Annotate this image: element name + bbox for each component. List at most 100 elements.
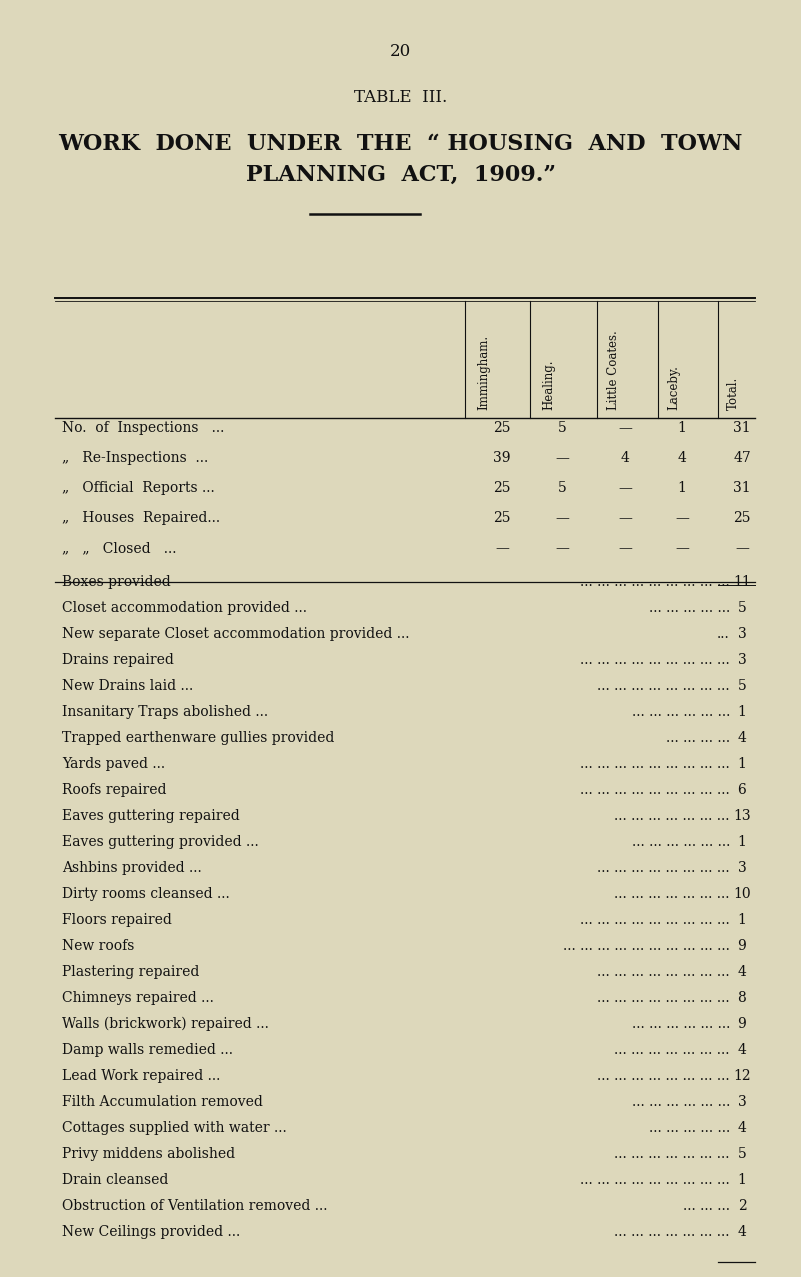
Text: ... ... ... ...: ... ... ... ... xyxy=(666,730,730,744)
Text: Eaves guttering provided ...: Eaves guttering provided ... xyxy=(62,835,259,849)
Text: 5: 5 xyxy=(738,1147,747,1161)
Text: No.  of  Inspections   ...: No. of Inspections ... xyxy=(62,421,224,435)
Text: ... ... ... ... ...: ... ... ... ... ... xyxy=(649,601,730,616)
Text: 4: 4 xyxy=(678,451,686,465)
Text: New roofs: New roofs xyxy=(62,939,135,953)
Text: 5: 5 xyxy=(738,679,747,693)
Text: 47: 47 xyxy=(733,451,751,465)
Text: 11: 11 xyxy=(733,575,751,589)
Text: 4: 4 xyxy=(738,1121,747,1135)
Text: 25: 25 xyxy=(493,421,511,435)
Text: New separate Closet accommodation provided ...: New separate Closet accommodation provid… xyxy=(62,627,409,641)
Text: 31: 31 xyxy=(733,481,751,495)
Text: ... ... ... ... ... ... ... ...: ... ... ... ... ... ... ... ... xyxy=(598,991,730,1005)
Text: 3: 3 xyxy=(738,627,747,641)
Text: Yards paved ...: Yards paved ... xyxy=(62,757,165,771)
Text: WORK  DONE  UNDER  THE  “ HOUSING  AND  TOWN: WORK DONE UNDER THE “ HOUSING AND TOWN xyxy=(58,133,743,155)
Text: 8: 8 xyxy=(738,991,747,1005)
Text: ... ... ... ... ... ... ... ... ...: ... ... ... ... ... ... ... ... ... xyxy=(580,913,730,927)
Text: ... ... ... ... ... ... ... ...: ... ... ... ... ... ... ... ... xyxy=(598,679,730,693)
Text: 4: 4 xyxy=(738,1225,747,1239)
Text: Drains repaired: Drains repaired xyxy=(62,653,174,667)
Text: 25: 25 xyxy=(733,511,751,525)
Text: —: — xyxy=(555,451,569,465)
Text: —: — xyxy=(555,541,569,555)
Text: 2: 2 xyxy=(738,1199,747,1213)
Text: Obstruction of Ventilation removed ...: Obstruction of Ventilation removed ... xyxy=(62,1199,328,1213)
Text: —: — xyxy=(735,541,749,555)
Text: ... ... ... ... ... ... ... ... ...: ... ... ... ... ... ... ... ... ... xyxy=(580,757,730,771)
Text: PLANNING  ACT,  1909.”: PLANNING ACT, 1909.” xyxy=(245,163,556,186)
Text: „   Re-Inspections  ...: „ Re-Inspections ... xyxy=(62,451,208,465)
Text: 1: 1 xyxy=(678,421,686,435)
Text: „   Official  Reports ...: „ Official Reports ... xyxy=(62,481,215,495)
Text: Privy middens abolished: Privy middens abolished xyxy=(62,1147,235,1161)
Text: „   „   Closed   ...: „ „ Closed ... xyxy=(62,541,176,555)
Text: ... ... ... ... ... ...: ... ... ... ... ... ... xyxy=(632,835,730,849)
Text: 1: 1 xyxy=(738,705,747,719)
Text: —: — xyxy=(618,481,632,495)
Text: Roofs repaired: Roofs repaired xyxy=(62,783,167,797)
Text: ... ... ... ... ... ... ... ... ...: ... ... ... ... ... ... ... ... ... xyxy=(580,783,730,797)
Text: —: — xyxy=(618,541,632,555)
Text: 3: 3 xyxy=(738,1094,747,1108)
Text: Eaves guttering repaired: Eaves guttering repaired xyxy=(62,810,239,822)
Text: —: — xyxy=(675,511,689,525)
Text: Closet accommodation provided ...: Closet accommodation provided ... xyxy=(62,601,307,616)
Text: 4: 4 xyxy=(738,1043,747,1057)
Text: Chimneys repaired ...: Chimneys repaired ... xyxy=(62,991,214,1005)
Text: ... ... ... ... ... ... ...: ... ... ... ... ... ... ... xyxy=(614,1043,730,1057)
Text: Walls (brickwork) repaired ...: Walls (brickwork) repaired ... xyxy=(62,1016,269,1032)
Text: ...: ... xyxy=(717,627,730,641)
Text: 25: 25 xyxy=(493,511,511,525)
Text: 25: 25 xyxy=(493,481,511,495)
Text: —: — xyxy=(555,511,569,525)
Text: 9: 9 xyxy=(738,939,747,953)
Text: Immingham.: Immingham. xyxy=(477,335,490,410)
Text: ... ... ... ... ... ... ... ... ... ...: ... ... ... ... ... ... ... ... ... ... xyxy=(563,939,730,953)
Text: Damp walls remedied ...: Damp walls remedied ... xyxy=(62,1043,233,1057)
Text: ... ... ... ... ... ... ...: ... ... ... ... ... ... ... xyxy=(614,810,730,822)
Text: 4: 4 xyxy=(738,965,747,979)
Text: 3: 3 xyxy=(738,653,747,667)
Text: 1: 1 xyxy=(738,913,747,927)
Text: Ashbins provided ...: Ashbins provided ... xyxy=(62,861,202,875)
Text: ... ... ... ... ... ... ... ...: ... ... ... ... ... ... ... ... xyxy=(598,861,730,875)
Text: New Drains laid ...: New Drains laid ... xyxy=(62,679,193,693)
Text: 39: 39 xyxy=(493,451,511,465)
Text: 1: 1 xyxy=(738,757,747,771)
Text: Dirty rooms cleansed ...: Dirty rooms cleansed ... xyxy=(62,888,230,902)
Text: ... ... ... ... ... ...: ... ... ... ... ... ... xyxy=(632,1094,730,1108)
Text: ... ... ... ... ...: ... ... ... ... ... xyxy=(649,1121,730,1135)
Text: 20: 20 xyxy=(390,43,411,60)
Text: „   Houses  Repaired...: „ Houses Repaired... xyxy=(62,511,220,525)
Text: 1: 1 xyxy=(738,835,747,849)
Text: 10: 10 xyxy=(733,888,751,902)
Text: Drain cleansed: Drain cleansed xyxy=(62,1174,168,1188)
Text: 31: 31 xyxy=(733,421,751,435)
Text: —: — xyxy=(618,421,632,435)
Text: Healing.: Healing. xyxy=(542,360,555,410)
Text: —: — xyxy=(618,511,632,525)
Text: Little Coates.: Little Coates. xyxy=(607,331,620,410)
Text: New Ceilings provided ...: New Ceilings provided ... xyxy=(62,1225,240,1239)
Text: 4: 4 xyxy=(738,730,747,744)
Text: Plastering repaired: Plastering repaired xyxy=(62,965,199,979)
Text: ... ... ... ... ... ... ...: ... ... ... ... ... ... ... xyxy=(614,1147,730,1161)
Text: ... ... ... ... ... ... ... ...: ... ... ... ... ... ... ... ... xyxy=(598,1069,730,1083)
Text: 1: 1 xyxy=(738,1174,747,1188)
Text: —: — xyxy=(675,541,689,555)
Text: 3: 3 xyxy=(738,861,747,875)
Text: ... ... ... ... ... ... ...: ... ... ... ... ... ... ... xyxy=(614,1225,730,1239)
Text: 5: 5 xyxy=(738,601,747,616)
Text: 12: 12 xyxy=(733,1069,751,1083)
Text: Trapped earthenware gullies provided: Trapped earthenware gullies provided xyxy=(62,730,334,744)
Text: Laceby.: Laceby. xyxy=(667,365,680,410)
Text: 5: 5 xyxy=(557,481,566,495)
Text: Boxes provided: Boxes provided xyxy=(62,575,171,589)
Text: 9: 9 xyxy=(738,1016,747,1031)
Text: ... ... ... ... ... ...: ... ... ... ... ... ... xyxy=(632,705,730,719)
Text: 5: 5 xyxy=(557,421,566,435)
Text: Insanitary Traps abolished ...: Insanitary Traps abolished ... xyxy=(62,705,268,719)
Text: Floors repaired: Floors repaired xyxy=(62,913,172,927)
